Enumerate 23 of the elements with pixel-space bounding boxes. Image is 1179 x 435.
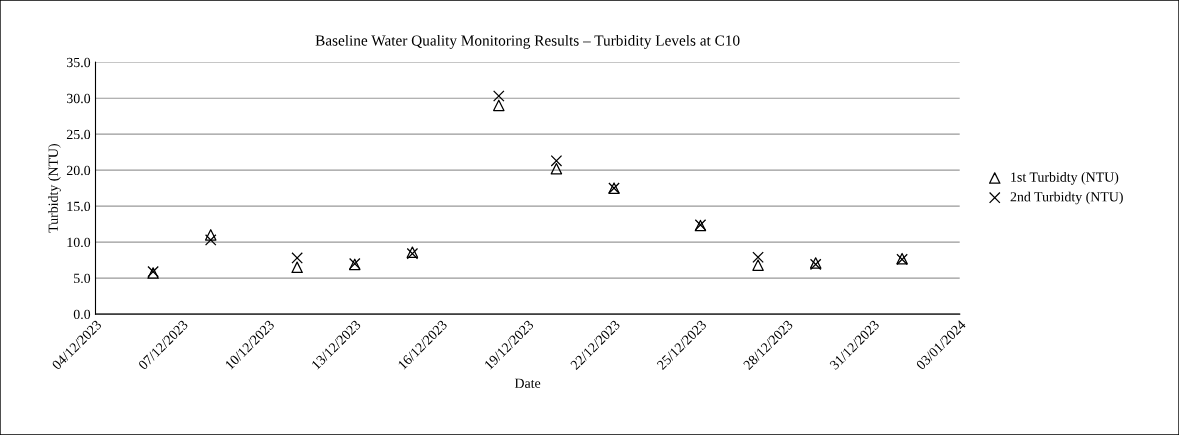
point <box>752 251 764 263</box>
y-axis-title: Turbidty (NTU) <box>48 144 61 233</box>
y-tick-label: 25.0 <box>66 129 91 140</box>
legend-label: 2nd Turbidty (NTU) <box>1010 191 1123 205</box>
y-tick-label: 30.0 <box>67 93 91 104</box>
legend-label: 1st Turbidty (NTU) <box>1011 172 1119 185</box>
y-tick-label: 0.0 <box>73 309 91 320</box>
point <box>550 155 563 167</box>
point <box>291 252 303 264</box>
y-tick-label: 20.0 <box>66 165 91 176</box>
y-tick-label: 5.0 <box>74 273 91 284</box>
point <box>752 259 764 271</box>
point <box>291 261 303 274</box>
y-tick-label: 15.0 <box>67 201 91 212</box>
y-tick-label: 35.0 <box>67 57 91 68</box>
point <box>204 234 217 246</box>
x-axis-title: Date <box>514 378 541 388</box>
point <box>204 229 217 241</box>
point <box>493 90 505 102</box>
y-tick-label: 10.0 <box>67 237 91 248</box>
point <box>493 99 505 112</box>
point <box>550 162 563 175</box>
chart-title: Baseline Water Quality Monitoring Results – Turbidity Levels at C10 <box>315 34 740 49</box>
